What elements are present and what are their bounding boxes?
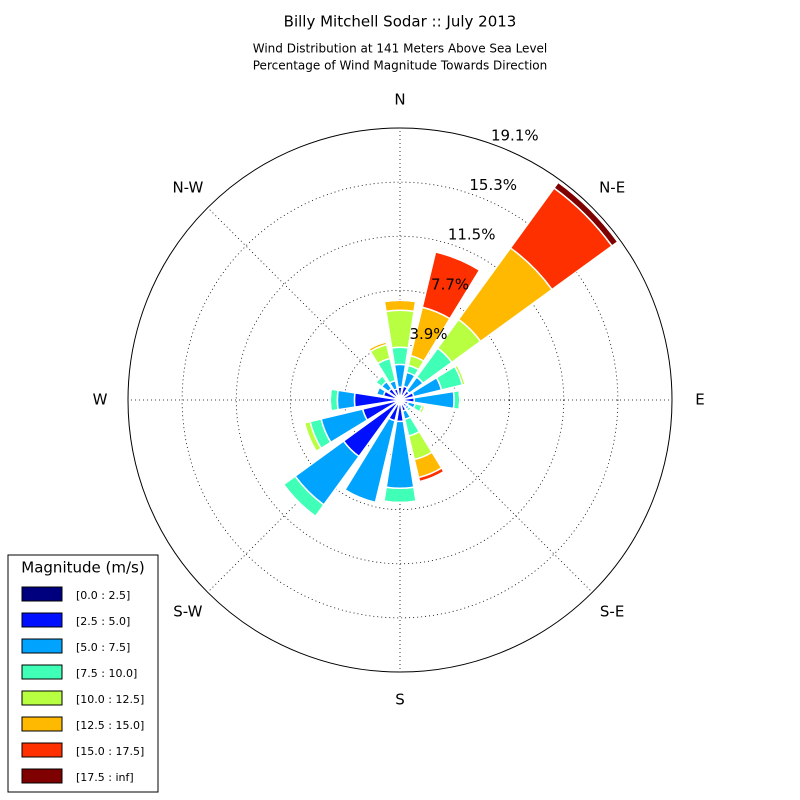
rose-segment [390,346,410,366]
r-tick-label: 11.5% [448,226,496,244]
spoke [207,207,401,401]
rose-segment [329,388,332,412]
spoke [399,399,593,593]
r-tick-label: 15.3% [469,176,517,194]
legend-swatch [21,638,63,654]
legend-label: [7.5 : 10.0] [76,667,137,680]
direction-label: N-W [172,178,203,196]
rose-segment [407,407,413,413]
chart-subtitle: Percentage of Wind Magnitude Towards Dir… [253,59,547,73]
chart-title: Billy Mitchell Sodar :: July 2013 [284,13,517,31]
legend-label: [0.0 : 2.5] [76,589,130,602]
rose-segment [375,375,383,383]
legend-label: [5.0 : 7.5] [76,641,130,654]
rose-segment [329,388,339,412]
legend-swatch [21,612,63,628]
rose-segment [434,249,482,272]
r-tick-label: 19.1% [491,126,539,144]
outer-circle [127,127,673,673]
legend-label: [12.5 : 15.0] [76,719,144,732]
legend-swatch [21,716,63,732]
direction-label: W [93,391,108,409]
legend-label: [2.5 : 5.0] [76,615,130,628]
legend-label: [15.0 : 17.5] [76,745,144,758]
rose-segment [375,386,381,395]
grid-ring [289,289,511,511]
rose-segment [552,181,619,248]
rose-segment [383,299,417,313]
legend-swatch [21,690,63,706]
rose-segment [458,363,468,385]
rose-segment [421,405,426,414]
rose-segment [384,299,416,303]
rose-segment [418,470,446,484]
r-tick-label: 7.7% [431,275,469,293]
legend-label: [17.5 : inf] [76,771,134,784]
grid-ring [181,181,619,619]
direction-label: N-E [599,178,625,196]
legend-title: Magnitude (m/s) [21,559,144,577]
rose-segment [281,484,316,519]
legend-swatch [21,586,63,602]
grid-ring [235,235,565,565]
legend-label: [10.0 : 12.5] [76,693,144,706]
direction-label: E [695,391,704,409]
legend-swatch [21,742,63,758]
legend-swatch [21,664,63,680]
r-tick-label: 3.9% [409,325,447,343]
legend: Magnitude (m/s) [0.0 : 2.5] [2.5 : 5.0] [5.… [7,554,159,793]
direction-label: S-E [600,603,624,621]
direction-label: N [394,91,405,109]
chart-subtitle: Wind Distribution at 141 Meters Above Se… [253,42,548,56]
rose-segment [458,390,461,410]
rose-segment [336,389,356,411]
direction-label: S-W [173,603,202,621]
direction-label: S [395,691,405,709]
rose-segment [383,486,417,504]
legend-swatch [21,768,63,784]
